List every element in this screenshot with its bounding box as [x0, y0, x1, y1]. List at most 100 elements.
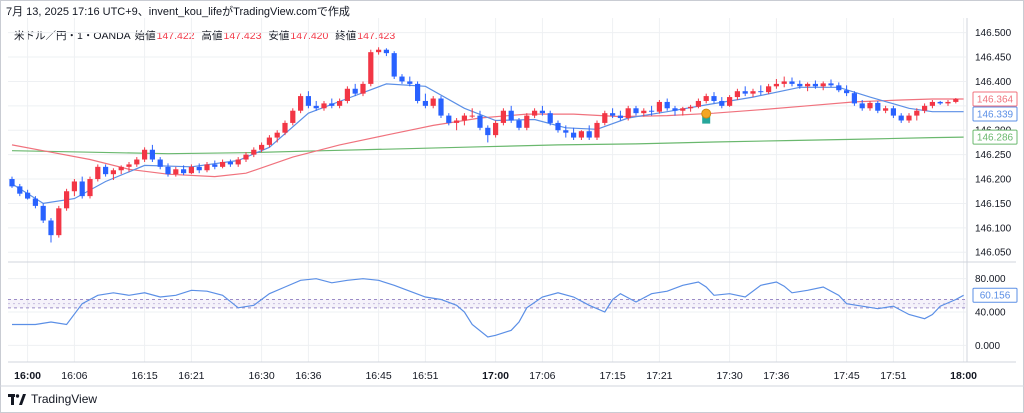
candle	[149, 144, 155, 162]
candle	[836, 82, 842, 93]
price-label-text: 146.286	[977, 133, 1014, 144]
candle	[344, 86, 350, 104]
candle-body	[937, 101, 943, 104]
candle	[376, 47, 382, 55]
rsi-y-tick-label: 40.000	[975, 308, 1006, 319]
candle-body	[360, 83, 366, 94]
candle-body	[727, 97, 733, 106]
candle	[134, 157, 140, 167]
candle-body	[235, 159, 241, 165]
candle-body	[290, 110, 296, 123]
brand[interactable]: TradingView	[8, 392, 97, 406]
candle	[196, 163, 202, 174]
candle-body	[649, 110, 655, 112]
candle-body	[461, 115, 467, 121]
candle	[469, 108, 475, 119]
candle	[71, 179, 77, 197]
candle-body	[805, 83, 811, 87]
candle-body	[391, 53, 397, 77]
candle	[87, 176, 93, 199]
candle	[805, 82, 811, 92]
candle	[695, 98, 701, 109]
y-tick-label: 146.250	[975, 150, 1012, 161]
candle-body	[71, 181, 77, 192]
candle-body	[329, 103, 335, 106]
candle	[571, 127, 577, 140]
candle	[680, 106, 686, 116]
candle-body	[173, 169, 179, 175]
x-tick-label: 16:15	[131, 370, 157, 382]
candle-body	[243, 154, 249, 160]
x-tick-label: 16:36	[295, 370, 321, 382]
candle	[212, 160, 218, 170]
candle-body	[142, 149, 148, 160]
candle	[79, 176, 85, 199]
candle-body	[578, 131, 584, 138]
candle	[368, 49, 374, 87]
x-tick-label: 16:00	[14, 370, 41, 382]
candle-body	[227, 161, 233, 165]
candle-body	[126, 164, 132, 167]
candle-body	[922, 105, 928, 111]
candle-body	[438, 98, 444, 116]
candle-body	[220, 161, 226, 167]
candle	[103, 164, 109, 177]
rsi-band	[8, 299, 966, 308]
candle	[750, 88, 756, 98]
candle	[337, 98, 343, 109]
candle	[204, 161, 210, 173]
candle	[259, 142, 265, 153]
candle-body	[742, 91, 748, 94]
candle	[883, 105, 889, 114]
candle	[40, 203, 46, 223]
candle	[766, 83, 772, 95]
candle	[547, 110, 553, 126]
candle	[56, 205, 62, 238]
y-tick-label: 146.050	[975, 248, 1012, 259]
candle-body	[664, 101, 670, 109]
candle-body	[602, 113, 608, 123]
candle-body	[547, 113, 553, 123]
candle-body	[157, 159, 163, 167]
candle	[906, 113, 912, 123]
tradingview-logo-icon	[8, 393, 26, 405]
candle-body	[617, 115, 623, 119]
candle	[500, 108, 506, 126]
candle-body	[103, 166, 109, 175]
candle	[282, 120, 288, 136]
candle	[430, 96, 436, 109]
candle-body	[430, 98, 436, 106]
candle-body	[32, 198, 38, 206]
candle-body	[298, 96, 304, 111]
candle	[274, 130, 280, 143]
candle	[48, 218, 54, 243]
candle-body	[610, 113, 616, 116]
candle-body	[688, 106, 694, 109]
candle	[929, 99, 935, 109]
candle	[820, 81, 826, 91]
candle	[672, 105, 678, 116]
candle-body	[571, 132, 577, 138]
candle-body	[79, 181, 85, 197]
candle	[602, 110, 608, 126]
candle	[235, 157, 241, 167]
candle-body	[95, 166, 101, 180]
candle-body	[750, 91, 756, 94]
x-tick-label: 16:51	[412, 370, 438, 382]
event-marker-base	[702, 115, 711, 124]
candle-body	[337, 100, 343, 106]
candle-body	[508, 110, 514, 121]
candle	[32, 196, 38, 209]
candle-body	[422, 100, 428, 106]
price-label-box	[972, 129, 1018, 145]
candle	[703, 93, 709, 104]
candle	[118, 165, 124, 175]
candle-body	[40, 205, 46, 221]
candle	[789, 77, 795, 87]
x-tick-label: 16:06	[61, 370, 87, 382]
y-tick-label: 146.100	[975, 223, 1012, 234]
candle	[313, 100, 319, 111]
candle-body	[836, 85, 842, 91]
candle	[898, 113, 904, 123]
